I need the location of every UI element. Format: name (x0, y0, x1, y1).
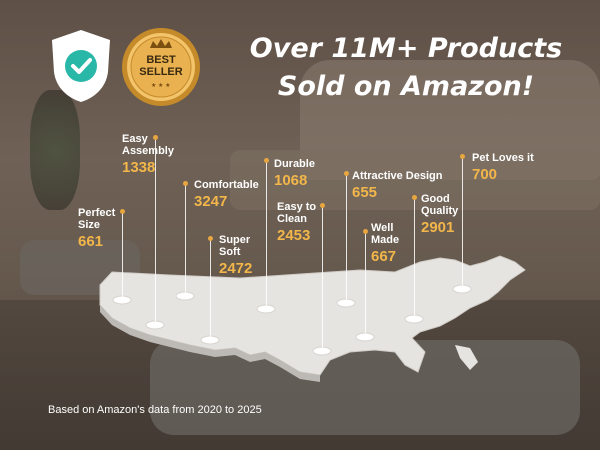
feature-8-pin-line (365, 232, 366, 337)
usa-map-side (100, 305, 320, 382)
feature-6-value: 2453 (277, 227, 311, 244)
feature-10-label-line: Pet Loves it (472, 152, 534, 164)
feature-1-pin-line (155, 138, 156, 325)
feature-4-pin-line (210, 239, 211, 340)
feature-8-value: 667 (371, 248, 397, 265)
best-seller-badge: ★ ★ ★ BEST SELLER (120, 26, 202, 108)
seal-icon: ★ ★ ★ (122, 28, 200, 106)
feature-5-label-line: Durable (274, 158, 315, 170)
usa-map-shape (99, 255, 526, 376)
feature-4-label-line: Super (219, 234, 251, 246)
feature-1-label-line: Easy (122, 133, 148, 145)
feature-5-value: 1068 (274, 172, 308, 189)
feature-7-label-line: Attractive Design (352, 170, 443, 182)
feature-1-label-line: Assembly (122, 145, 174, 157)
feature-9-pin-line (414, 198, 415, 319)
feature-3-pin-line (122, 212, 123, 300)
feature-2-pin-head (183, 181, 188, 186)
feature-6-label-line: Easy to (277, 201, 317, 213)
feature-3-label-line: Size (78, 219, 101, 231)
feature-9-value: 2901 (421, 219, 455, 236)
feature-10-pin-head (460, 154, 465, 159)
feature-10-pin-line (462, 157, 463, 289)
feature-4-pin-head (208, 236, 213, 241)
crown-icon (150, 39, 172, 48)
feature-5-pin-head (264, 158, 269, 163)
feature-3-pin-head (120, 209, 125, 214)
svg-text:★ ★ ★: ★ ★ ★ (151, 82, 170, 89)
feature-2-label: Comfortable (194, 179, 259, 191)
feature-2-value: 3247 (194, 193, 228, 210)
feature-6-label-line: Clean (277, 213, 307, 225)
headline: Over 11M+ Products Sold on Amazon! (220, 30, 592, 106)
feature-5-label: Durable (274, 158, 315, 170)
feature-4-label: Super Soft (219, 234, 250, 258)
feature-8-label-line: Well (371, 222, 394, 234)
seal-line-1: BEST (146, 54, 176, 66)
feature-7-pin-line (346, 174, 347, 303)
feature-6-pin-line (322, 206, 323, 351)
headline-line-2: Sold on Amazon! (277, 71, 535, 102)
feature-6-label: Easy to Clean (277, 201, 316, 225)
feature-8-label-line: Made (371, 234, 400, 246)
feature-7-label: Attractive Design (352, 170, 442, 182)
sofa-seat-background (230, 150, 600, 210)
feature-2-label-line: Comfortable (194, 179, 259, 191)
footnote: Based on Amazon's data from 2020 to 2025 (48, 404, 262, 416)
feature-10-value: 700 (472, 166, 498, 183)
seal-line-2: SELLER (139, 66, 183, 78)
feature-7-pin-head (344, 171, 349, 176)
headline-line-1: Over 11M+ Products (249, 33, 563, 64)
feature-3-label: Perfect Size (78, 207, 115, 231)
feature-4-value: 2472 (219, 260, 253, 277)
florida-shape (455, 345, 478, 370)
feature-9-label-line: Quality (421, 205, 459, 217)
shield-check-icon (52, 30, 110, 102)
feature-5-pin-line (266, 161, 267, 309)
feature-3-label-line: Perfect (78, 207, 116, 219)
feature-9-label: Good Quality (421, 193, 458, 217)
feature-4-label-line: Soft (219, 246, 241, 258)
feature-1-value: 1338 (122, 159, 156, 176)
feature-2-pin-line (185, 184, 186, 296)
plant-background (30, 90, 80, 210)
feature-7-value: 655 (352, 184, 378, 201)
feature-9-label-line: Good (421, 193, 450, 205)
feature-6-pin-head (320, 203, 325, 208)
feature-10-label: Pet Loves it (472, 152, 534, 164)
feature-1-pin-head (153, 135, 158, 140)
feature-8-label: Well Made (371, 222, 399, 246)
feature-3-value: 661 (78, 233, 104, 250)
feature-9-pin-head (412, 195, 417, 200)
feature-8-pin-head (363, 229, 368, 234)
feature-1-label: Easy Assembly (122, 133, 174, 157)
